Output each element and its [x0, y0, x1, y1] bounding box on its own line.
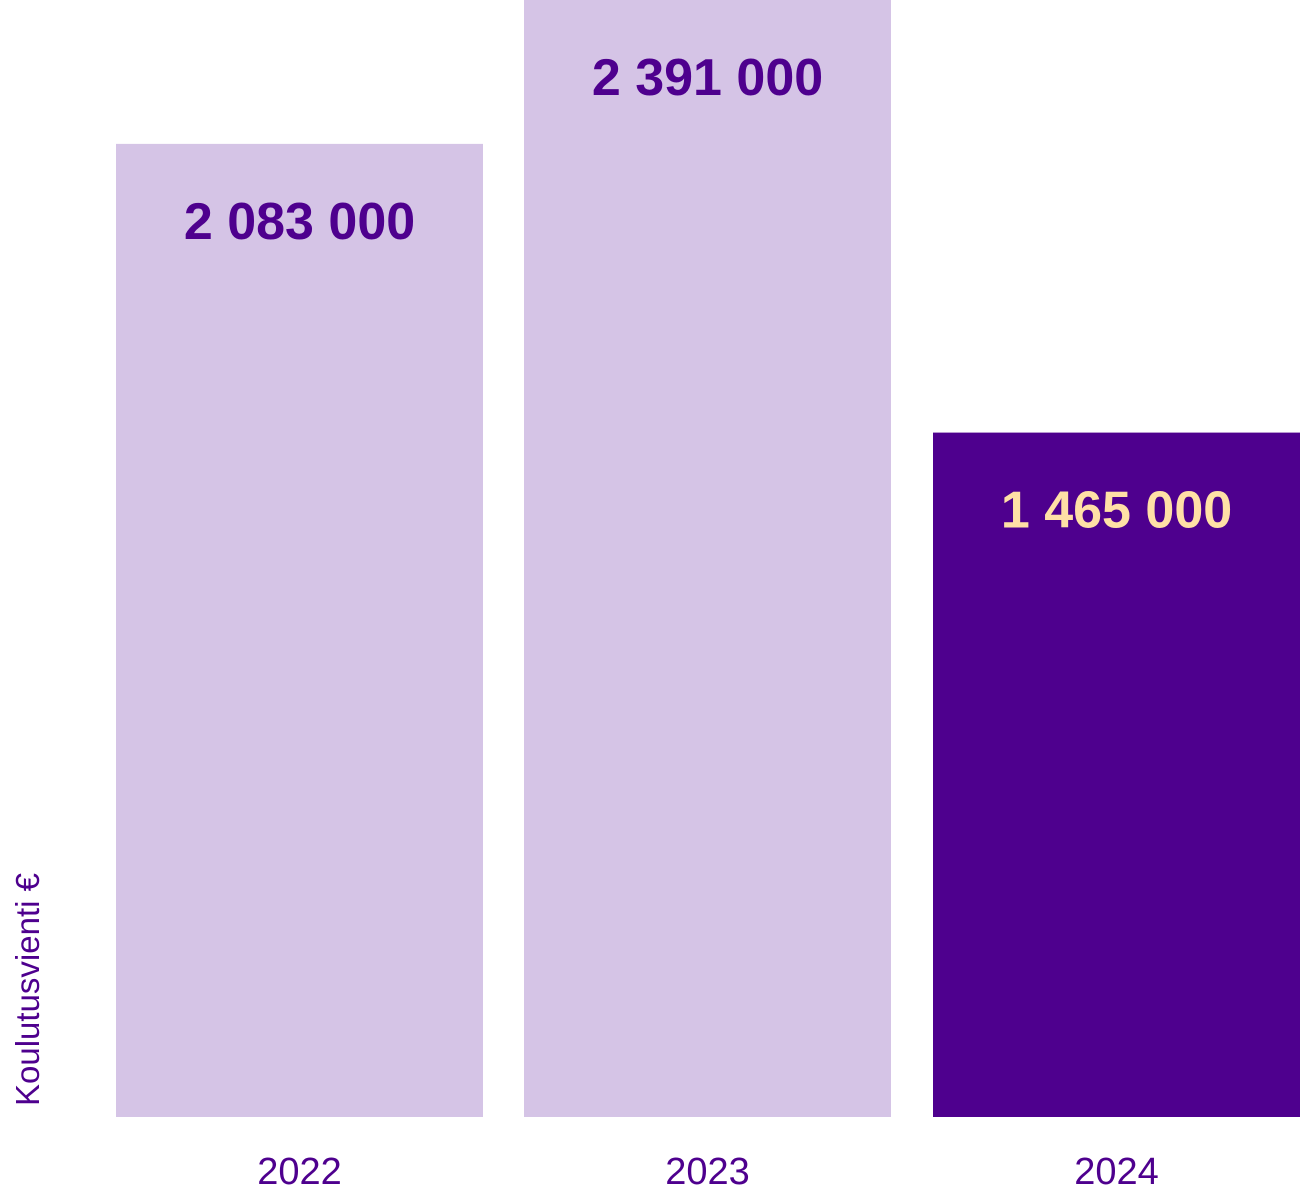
data-label-2023: 2 391 000 — [592, 49, 823, 107]
bar-2022 — [116, 143, 483, 1117]
x-tick-label-2023: 2023 — [665, 1151, 750, 1193]
bar-2024 — [933, 432, 1300, 1117]
y-axis-label: Koulutusvienti € — [9, 873, 46, 1106]
data-label-2022: 2 083 000 — [184, 193, 415, 251]
data-label-2024: 1 465 000 — [1001, 482, 1232, 540]
x-tick-label-2024: 2024 — [1074, 1151, 1159, 1193]
x-tick-label-2022: 2022 — [257, 1151, 342, 1193]
bar-2023 — [524, 0, 891, 1117]
